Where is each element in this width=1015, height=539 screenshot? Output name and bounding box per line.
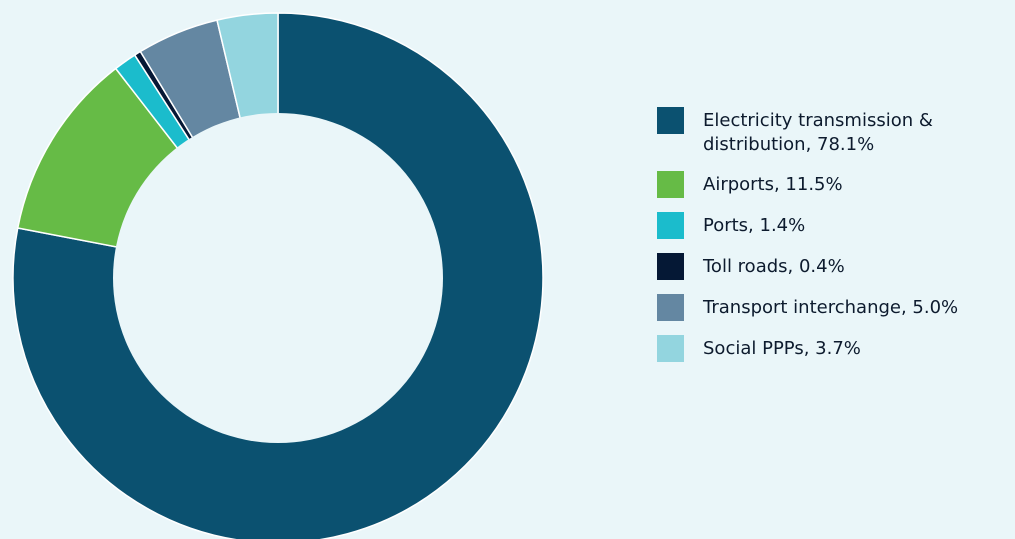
legend-item-transport-interchange: Transport interchange, 5.0% xyxy=(657,294,978,321)
legend-label-social-ppps: Social PPPs, 3.7% xyxy=(703,338,861,359)
legend-swatch-social-ppps xyxy=(657,335,684,362)
legend-item-toll-roads: Toll roads, 0.4% xyxy=(657,253,978,280)
legend-swatch-toll-roads xyxy=(657,253,684,280)
donut-chart xyxy=(12,12,544,539)
legend-swatch-airports xyxy=(657,171,684,198)
legend-item-social-ppps: Social PPPs, 3.7% xyxy=(657,335,978,362)
legend-swatch-ports xyxy=(657,212,684,239)
legend-item-ports: Ports, 1.4% xyxy=(657,212,978,239)
legend-label-toll-roads: Toll roads, 0.4% xyxy=(703,256,845,277)
legend-swatch-electricity xyxy=(657,107,684,134)
legend-label-electricity: Electricity transmission & distribution,… xyxy=(703,110,933,155)
legend-swatch-transport-interchange xyxy=(657,294,684,321)
donut-hole xyxy=(113,113,443,443)
legend-label-transport-interchange: Transport interchange, 5.0% xyxy=(703,297,959,318)
legend-item-electricity: Electricity transmission & distribution,… xyxy=(657,107,978,157)
legend-label-ports: Ports, 1.4% xyxy=(703,215,806,236)
legend-item-airports: Airports, 11.5% xyxy=(657,171,978,198)
legend: Electricity transmission & distribution,… xyxy=(657,107,978,376)
legend-label-airports: Airports, 11.5% xyxy=(703,174,843,195)
